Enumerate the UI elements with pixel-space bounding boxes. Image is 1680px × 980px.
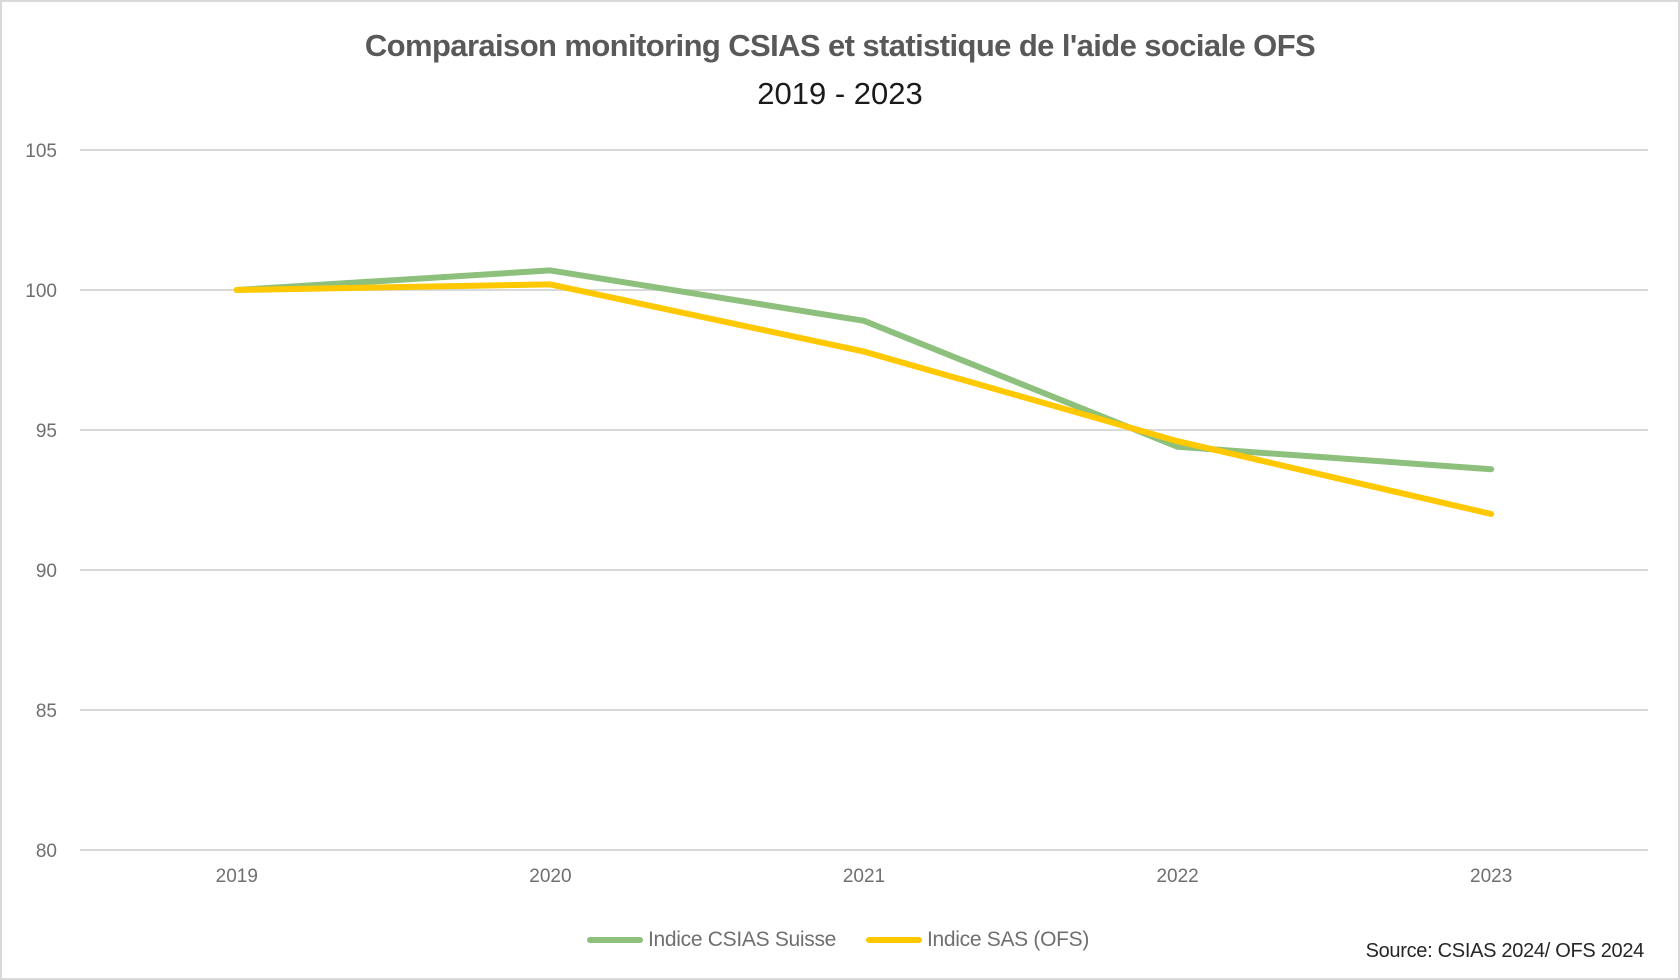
x-tick-label: 2019 <box>216 866 258 887</box>
series-line-csias <box>233 267 1495 473</box>
legend: Indice CSIAS Suisse Indice SAS (OFS) <box>0 926 1680 954</box>
legend-item-sas[interactable]: Indice SAS (OFS) <box>866 926 1089 954</box>
y-axis-ticks: 80 85 90 95 100 105 <box>25 141 57 862</box>
source-annotation: Source: CSIAS 2024/ OFS 2024 <box>1365 940 1645 962</box>
x-axis-ticks: 2019 2020 2021 2022 2023 <box>216 866 1513 887</box>
legend-label-sas: Indice SAS (OFS) <box>927 928 1090 951</box>
x-tick-label: 2023 <box>1470 866 1512 887</box>
legend-item-csias[interactable]: Indice CSIAS Suisse <box>587 926 836 954</box>
legend-swatch-sas <box>866 937 922 943</box>
y-tick-label: 85 <box>36 701 57 722</box>
y-tick-label: 95 <box>36 421 57 442</box>
series-line-sas <box>233 281 1495 517</box>
chart-subtitle: 2019 - 2023 <box>757 76 923 111</box>
chart-title: Comparaison monitoring CSIAS et statisti… <box>364 28 1316 63</box>
gridlines <box>80 149 1648 851</box>
y-tick-label: 105 <box>25 141 57 162</box>
series-lines <box>233 267 1495 517</box>
y-tick-label: 90 <box>36 561 57 582</box>
x-tick-label: 2020 <box>529 866 571 887</box>
x-tick-label: 2022 <box>1156 866 1198 887</box>
legend-label-csias: Indice CSIAS Suisse <box>648 928 837 951</box>
y-tick-label: 100 <box>25 281 57 302</box>
x-tick-label: 2021 <box>843 866 885 887</box>
y-tick-label: 80 <box>36 841 57 862</box>
legend-swatch-csias <box>587 937 643 943</box>
